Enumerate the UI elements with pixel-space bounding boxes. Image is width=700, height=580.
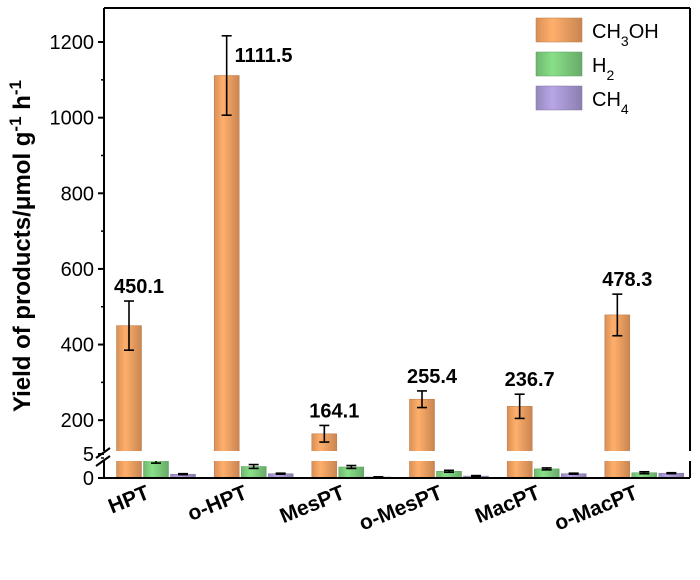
category-labels-layer: HPT o-HPT MesPT o-MesPT MacPT o-MacPT — [105, 481, 641, 535]
bar-ch3oh-o-mespt — [409, 398, 435, 479]
value-labels-layer: 450.1 1111.5 164.1 255.4 236.7 478.3 — [114, 45, 652, 423]
category-label-o-mespt: o-MesPT — [356, 481, 446, 535]
legend-label-h2: H2 — [592, 55, 614, 83]
value-label-o-hpt: 1111.5 — [235, 45, 293, 67]
category-label-mespt: MesPT — [277, 481, 349, 528]
error-bar-ch3oh-o-hpt — [221, 34, 232, 117]
error-bar-ch4-o-hpt — [275, 472, 286, 475]
error-bar-h2-o-mespt — [444, 469, 454, 474]
legend-swatch-h2 — [535, 51, 583, 77]
y-tick-label-1200: 1200 — [50, 32, 95, 54]
y-tick-label-600: 600 — [61, 259, 94, 281]
error-bar-h2-macpt — [541, 467, 552, 471]
error-bar-ch4-o-macpt — [666, 471, 677, 475]
axis-break-band — [102, 451, 692, 461]
error-bar-ch3oh-mespt — [319, 424, 330, 443]
category-label-o-hpt: o-HPT — [184, 481, 250, 526]
legend-label-ch3oh: CH3OH — [592, 21, 659, 49]
error-bar-ch3oh-hpt — [124, 300, 134, 351]
error-bar-h2-o-macpt — [639, 470, 650, 475]
error-bar-ch4-o-mespt — [471, 474, 481, 478]
y-tick-label-200: 200 — [61, 410, 94, 432]
category-label-o-macpt: o-MacPT — [551, 481, 641, 535]
legend-swatch-ch3oh — [535, 17, 583, 43]
value-label-o-macpt: 478.3 — [602, 269, 652, 291]
category-label-hpt: HPT — [105, 481, 153, 518]
legend-label-ch4: CH4 — [592, 89, 629, 117]
legend-swatch-ch4 — [535, 85, 583, 111]
legend: CH3OH H2 CH4 — [535, 17, 659, 117]
category-label-macpt: MacPT — [472, 481, 544, 528]
bar-ch3oh-o-hpt — [213, 75, 240, 479]
y-tick-label-1000: 1000 — [50, 108, 95, 130]
error-bar-ch3oh-o-mespt — [417, 390, 427, 409]
y-axis-label: Yield of products/μmol g-1 h-1 — [6, 80, 37, 412]
error-bars-layer — [124, 34, 677, 479]
y-axis-label-layer: Yield of products/μmol g-1 h-1 — [6, 80, 37, 412]
axes-layer — [103, 7, 691, 479]
error-bar-ch3oh-o-macpt — [612, 293, 623, 337]
value-label-hpt: 450.1 — [114, 276, 164, 298]
error-bar-h2-o-hpt — [248, 463, 259, 470]
error-bar-ch4-macpt — [568, 472, 579, 475]
y-tick-label-800: 800 — [61, 183, 94, 205]
error-bar-h2-mespt — [346, 464, 357, 470]
ticks-layer: 05 200 400 600 800 1000 1200 — [50, 32, 104, 490]
bar-ch3oh-o-macpt — [604, 314, 631, 479]
y-tick-label-5: 5 — [83, 444, 94, 466]
error-bar-ch3oh-macpt — [514, 393, 525, 420]
y-tick-label-400: 400 — [61, 335, 94, 357]
error-bar-ch4-hpt — [178, 472, 188, 476]
axis-break-layer — [95, 447, 692, 467]
y-tick-label-0: 0 — [83, 468, 94, 490]
value-label-mespt: 164.1 — [309, 400, 359, 422]
bars-layer — [116, 75, 685, 479]
value-label-macpt: 236.7 — [505, 369, 555, 391]
value-label-o-mespt: 255.4 — [407, 366, 458, 388]
